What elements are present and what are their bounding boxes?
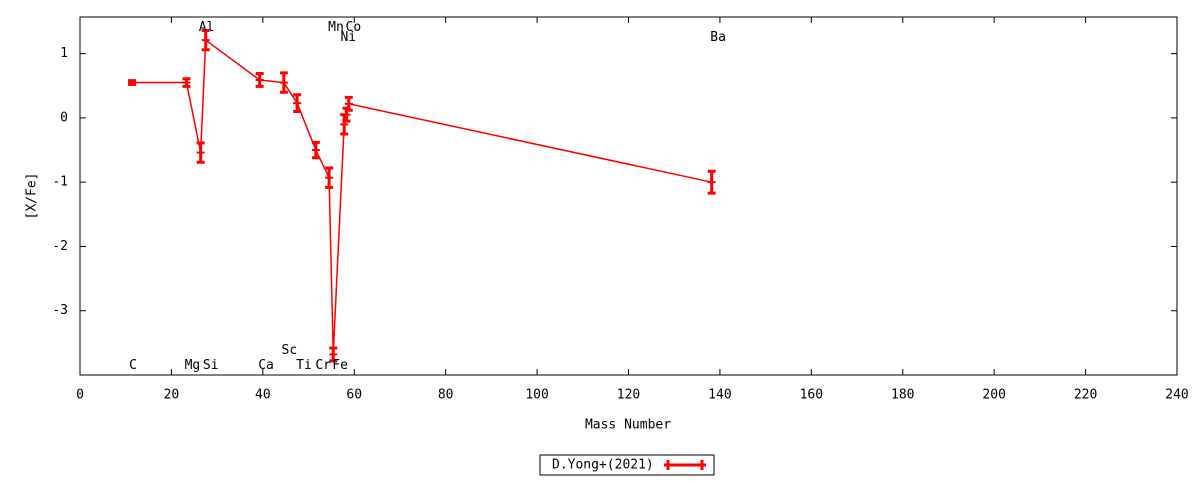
x-tick-label: 180	[891, 388, 914, 403]
x-tick-label: 60	[346, 388, 362, 403]
x-axis-label: Mass Number	[585, 418, 671, 433]
y-tick-label: 0	[60, 110, 68, 125]
x-tick-label: 40	[255, 388, 271, 403]
plot-frame	[79, 16, 1178, 376]
element-label: Ca	[258, 358, 274, 373]
legend-box	[539, 454, 715, 476]
x-tick-label: 140	[708, 388, 731, 403]
element-label: Mn	[328, 20, 344, 35]
x-tick-label: 0	[76, 388, 84, 403]
x-tick-label: 20	[164, 388, 180, 403]
x-tick-label: 200	[982, 388, 1005, 403]
element-label: C	[129, 358, 137, 373]
x-tick-label: 100	[525, 388, 548, 403]
y-tick-label: 1	[60, 46, 68, 61]
y-tick-label: -3	[52, 303, 68, 318]
y-tick-label: -1	[52, 175, 68, 190]
x-tick-label: 220	[1074, 388, 1097, 403]
element-label: Fe	[332, 358, 348, 373]
legend-swatch	[664, 460, 706, 470]
element-label: Sc	[282, 343, 298, 358]
element-label: Mg	[185, 358, 201, 373]
element-label: Al	[199, 20, 215, 35]
x-tick-label: 80	[438, 388, 454, 403]
element-label: Ba	[710, 30, 726, 45]
element-label: Ti	[296, 358, 312, 373]
series-line	[132, 38, 712, 355]
element-label: Co	[346, 20, 362, 35]
element-label: Ni	[340, 30, 356, 45]
element-label: Si	[203, 358, 219, 373]
x-tick-label: 160	[800, 388, 823, 403]
element-label: Cr	[315, 358, 331, 373]
y-axis-label: [X/Fe]	[25, 173, 40, 220]
y-tick-label: -2	[52, 239, 68, 254]
legend-label: D.Yong+(2021)	[552, 458, 654, 473]
x-tick-label: 120	[617, 388, 640, 403]
x-tick-label: 240	[1165, 388, 1188, 403]
